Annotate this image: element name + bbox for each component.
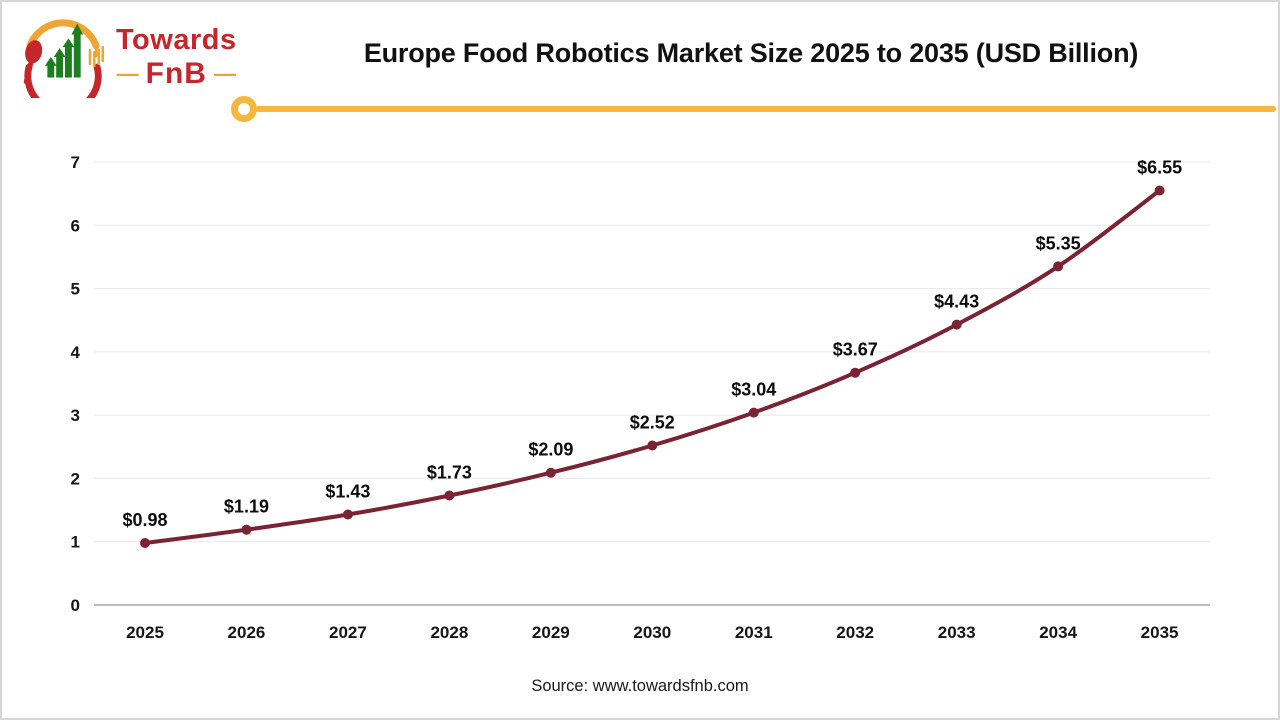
x-axis-label-2026: 2026 (228, 623, 266, 642)
data-point-2026 (241, 524, 252, 535)
data-point-2025 (140, 537, 150, 548)
data-label-2028: $1.73 (427, 463, 472, 483)
x-axis-label-2035: 2035 (1141, 623, 1179, 642)
growth-bars-icon (44, 23, 84, 78)
brand-text: Towards — FnB — (116, 12, 237, 89)
data-label-2034: $5.35 (1036, 233, 1081, 253)
source-text: Source: www.towardsfnb.com (531, 677, 749, 695)
y-axis-label-7: 7 (71, 153, 80, 172)
brand-logo: Towards — FnB — (18, 12, 237, 98)
data-point-2033 (951, 319, 962, 330)
data-point-2034 (1053, 261, 1064, 272)
brand-name-fnb: FnB (145, 57, 207, 90)
y-axis-label-5: 5 (71, 280, 80, 299)
x-axis-label-2031: 2031 (735, 623, 773, 642)
brand-dash-left: — (116, 61, 139, 86)
data-label-2029: $2.09 (528, 440, 573, 460)
divider-line (255, 106, 1276, 112)
data-label-2026: $1.19 (224, 497, 269, 517)
fork-icon (88, 44, 104, 68)
y-axis-label-6: 6 (71, 216, 80, 235)
x-axis-label-2032: 2032 (836, 623, 874, 642)
x-axis-label-2029: 2029 (532, 623, 570, 642)
data-point-2028 (444, 490, 455, 501)
y-axis-label-1: 1 (71, 533, 80, 552)
data-point-2031 (748, 407, 759, 418)
data-label-2025: $0.98 (122, 510, 167, 530)
data-point-2027 (342, 509, 353, 520)
brand-name-towards: Towards (116, 24, 237, 56)
data-label-2031: $3.04 (731, 380, 776, 400)
brand-dash-right: — (213, 61, 236, 86)
y-axis-label-4: 4 (71, 343, 81, 362)
logo-yellow-arc (26, 19, 100, 50)
divider-ring-icon (231, 96, 257, 122)
data-label-2032: $3.67 (833, 340, 878, 360)
x-axis-label-2025: 2025 (126, 623, 164, 642)
data-point-2030 (647, 440, 658, 451)
logo-red-arc (24, 63, 102, 98)
data-point-2035 (1154, 185, 1165, 196)
x-axis-label-2030: 2030 (633, 623, 671, 642)
series-line (143, 188, 1162, 545)
data-label-2030: $2.52 (630, 413, 675, 433)
y-axis-label-2: 2 (71, 469, 80, 488)
spoon-icon (23, 40, 43, 85)
y-axis-label-3: 3 (71, 406, 80, 425)
brand-name-fnb-row: — FnB — (116, 59, 237, 89)
data-label-2035: $6.55 (1137, 157, 1182, 177)
data-point-2029 (545, 467, 556, 478)
x-axis-label-2027: 2027 (329, 623, 367, 642)
data-label-2027: $1.43 (325, 482, 370, 502)
data-point-2032 (850, 367, 861, 378)
y-axis-label-0: 0 (71, 596, 80, 615)
x-axis-label-2034: 2034 (1039, 623, 1077, 642)
x-axis-label-2033: 2033 (938, 623, 976, 642)
data-label-2033: $4.43 (934, 292, 979, 312)
x-axis-label-2028: 2028 (430, 623, 468, 642)
page-title: Europe Food Robotics Market Size 2025 to… (363, 38, 1139, 68)
brand-logo-icon (23, 19, 104, 98)
